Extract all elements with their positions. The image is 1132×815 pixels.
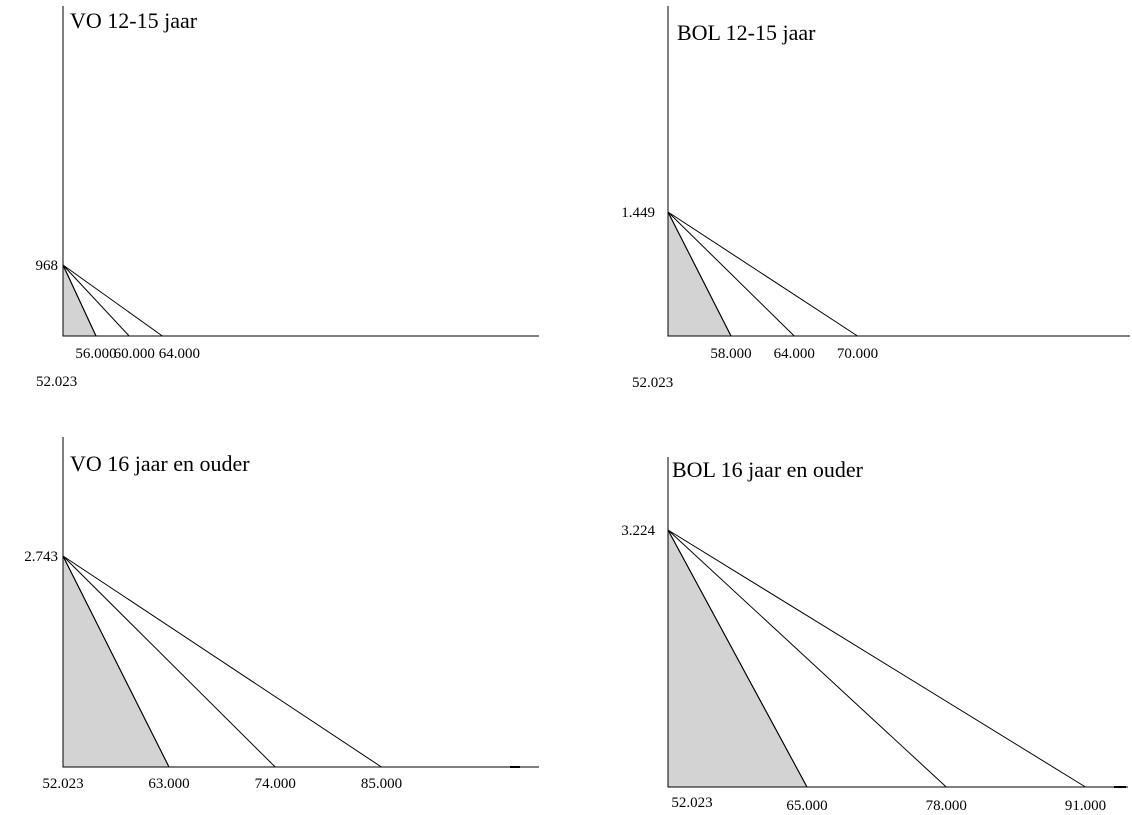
panel-3-series-line-2 — [62, 555, 276, 768]
panel-1-x-end-label-2: 60.000 — [114, 346, 155, 362]
panel-3-x-origin-label: 52.023 — [42, 776, 83, 792]
panel-1-series-line-1 — [62, 264, 97, 337]
panel-3-series-line-3 — [62, 555, 382, 768]
panel-3-x-end-label-1: 63.000 — [148, 776, 189, 792]
panel-4-x-end-label-2: 78.000 — [926, 798, 967, 814]
panel-3-y-intercept-label: 2.743 — [24, 549, 58, 565]
panel-1-y-intercept-label: 968 — [36, 258, 59, 274]
panel-1-series-line-2 — [62, 264, 130, 337]
panel-2-title: BOL 12-15 jaar — [677, 20, 816, 45]
panel-2-x-end-label-1: 58.000 — [710, 346, 751, 362]
panel-2-series-line-3 — [667, 211, 858, 337]
panel-3-title: VO 16 jaar en ouder — [70, 451, 250, 476]
panel-3-series-line-1 — [62, 555, 170, 768]
panel-4-x-end-label-3: 91.000 — [1065, 798, 1106, 814]
panel-4-series-line-1 — [667, 529, 808, 788]
panel-4-y-intercept-label: 3.224 — [621, 523, 655, 539]
panel-4-series-line-3 — [667, 529, 1086, 788]
panel-2-series-line-1 — [667, 211, 732, 337]
panel-1-series-line-3 — [62, 264, 163, 337]
panel-4-x-end-label-1: 65.000 — [786, 798, 827, 814]
panel-2-x-end-label-2: 64.000 — [774, 346, 815, 362]
panel-1-x-origin-label: 52.023 — [36, 374, 77, 390]
panel-1-x-end-label-1: 56.000 — [75, 346, 116, 362]
panel-3-x-end-label-3: 85.000 — [361, 776, 402, 792]
panel-3-x-end-label-2: 74.000 — [255, 776, 296, 792]
panel-1-title: VO 12-15 jaar — [70, 8, 198, 33]
panel-4-title: BOL 16 jaar en ouder — [672, 457, 864, 482]
panel-4-series-line-2 — [667, 529, 947, 788]
panel-2-x-end-label-3: 70.000 — [837, 346, 878, 362]
panel-2-series-line-2 — [667, 211, 795, 337]
panel-4-x-origin-label: 52.023 — [671, 795, 712, 811]
panel-2-x-origin-label: 52.023 — [632, 375, 673, 391]
panel-2-y-intercept-label: 1.449 — [621, 205, 655, 221]
panel-1-x-end-label-3: 64.000 — [159, 346, 200, 362]
